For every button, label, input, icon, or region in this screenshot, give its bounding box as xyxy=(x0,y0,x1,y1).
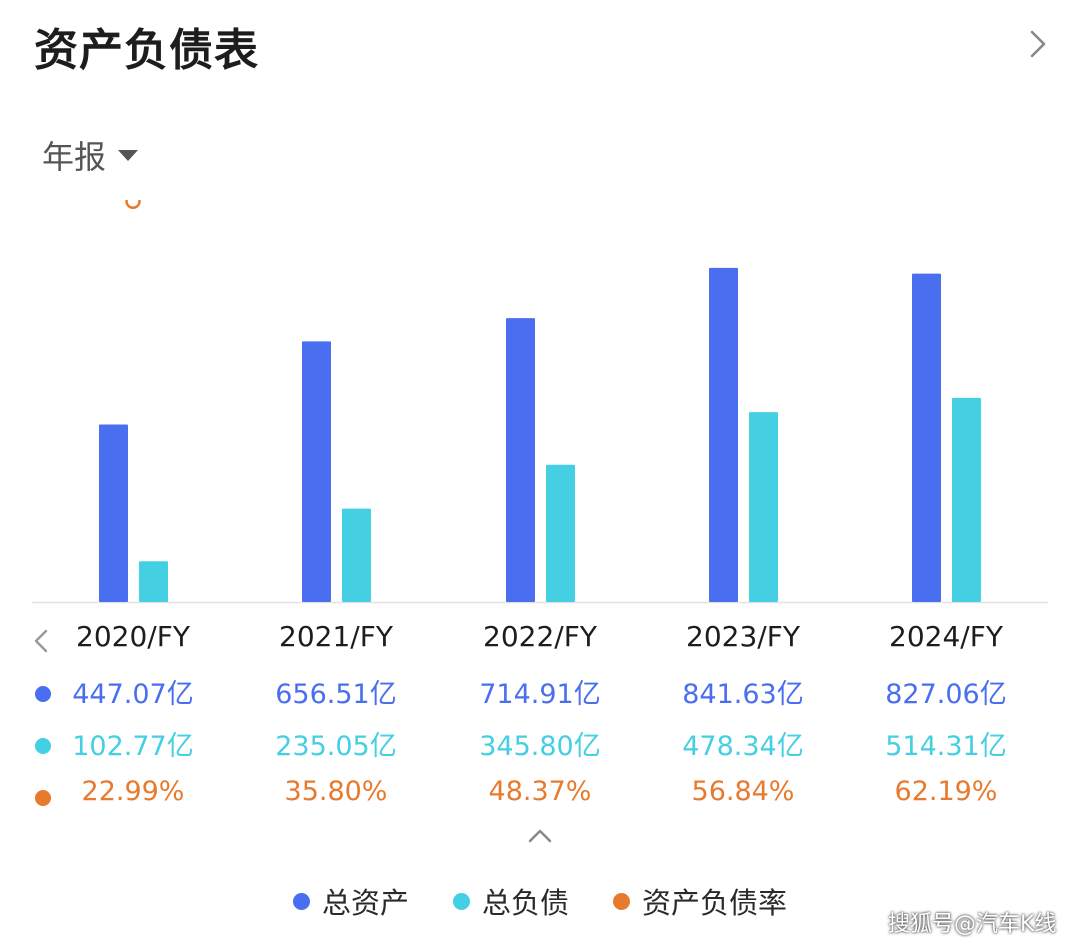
total-assets-value: 447.07亿 xyxy=(72,679,194,710)
table-row-total-liabilities: 102.77亿 235.05亿 345.80亿 478.34亿 514.31亿 xyxy=(0,724,1080,768)
period-label: 年报 xyxy=(42,138,107,176)
chevron-left-icon[interactable] xyxy=(30,626,52,656)
debt-ratio-value: 22.99% xyxy=(81,776,185,807)
debt-ratio-value: 56.84% xyxy=(691,776,795,807)
table-header-row: 2020/FY 2021/FY 2022/FY 2023/FY 2024/FY xyxy=(0,620,1080,664)
total-assets-value: 827.06亿 xyxy=(885,679,1007,710)
bar-total-liabilities xyxy=(139,561,168,602)
legend: 总资产 总负债 资产负债率 xyxy=(0,880,1080,922)
year-label: 2021/FY xyxy=(279,620,393,653)
debt-ratio-value: 62.19% xyxy=(894,776,998,807)
total-liabilities-value: 478.34亿 xyxy=(682,731,804,762)
debt-ratio-point xyxy=(125,200,141,210)
chevron-up-icon[interactable] xyxy=(526,826,554,846)
caret-down-icon xyxy=(118,150,139,161)
bar-total-liabilities xyxy=(749,412,778,602)
bar-total-assets xyxy=(506,318,535,602)
legend-label: 总负债 xyxy=(481,886,569,920)
legend-label: 资产负债率 xyxy=(642,886,788,920)
table-row-debt-ratio: 22.99% 35.80% 48.37% 56.84% 62.19% xyxy=(0,776,1080,820)
bar-total-liabilities xyxy=(342,508,371,602)
bar-total-liabilities xyxy=(952,397,981,602)
total-liabilities-value: 514.31亿 xyxy=(885,731,1007,762)
total-assets-value: 841.63亿 xyxy=(682,679,804,710)
legend-item-debt-ratio[interactable]: 资产负债率 xyxy=(613,880,787,922)
page-title: 资产负债表 xyxy=(34,25,259,76)
total-assets-dot xyxy=(35,686,51,702)
period-selector[interactable]: 年报 xyxy=(42,132,140,178)
total-liabilities-dot xyxy=(35,738,51,754)
total-liabilities-value: 345.80亿 xyxy=(479,731,601,762)
legend-dot xyxy=(292,892,310,910)
bar-total-assets xyxy=(99,424,128,602)
legend-dot xyxy=(613,892,630,910)
chevron-right-icon[interactable] xyxy=(1020,24,1056,64)
legend-label: 总资产 xyxy=(321,886,409,920)
debt-ratio-value: 48.37% xyxy=(488,776,592,807)
legend-item-total-liabilities[interactable]: 总负债 xyxy=(452,880,569,922)
total-liabilities-value: 102.77亿 xyxy=(72,731,194,762)
year-label: 2020/FY xyxy=(76,620,190,653)
table-row-total-assets: 447.07亿 656.51亿 714.91亿 841.63亿 827.06亿 xyxy=(0,672,1080,716)
bar-total-assets xyxy=(709,267,738,602)
legend-item-total-assets[interactable]: 总资产 xyxy=(292,880,409,922)
bar-total-liabilities xyxy=(546,464,575,602)
watermark: 搜狐号@汽车K线 xyxy=(888,912,1057,937)
year-label: 2024/FY xyxy=(889,620,1003,653)
debt-ratio-line xyxy=(131,200,136,202)
debt-ratio-value: 35.80% xyxy=(284,776,388,807)
year-label: 2022/FY xyxy=(483,620,597,653)
total-assets-value: 714.91亿 xyxy=(479,679,601,710)
legend-dot xyxy=(452,892,470,910)
bar-total-assets xyxy=(302,341,331,602)
bar-total-assets xyxy=(912,273,941,602)
year-label: 2023/FY xyxy=(686,620,800,653)
chart xyxy=(32,200,1048,604)
debt-ratio-dot xyxy=(35,790,51,806)
total-liabilities-value: 235.05亿 xyxy=(275,731,397,762)
total-assets-value: 656.51亿 xyxy=(275,679,397,710)
